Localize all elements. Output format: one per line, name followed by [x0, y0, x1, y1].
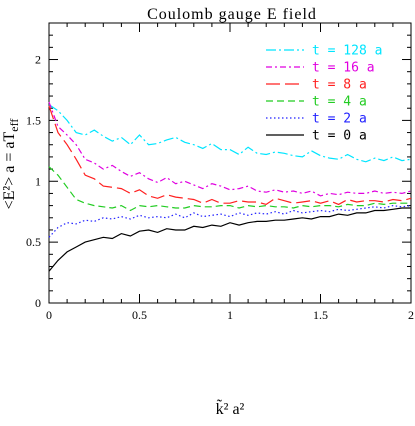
y-ticks: 0 0.5 1 1.5 2: [26, 22, 411, 310]
chart-title: Coulomb gauge E field: [147, 6, 317, 23]
series-line-4: [48, 204, 412, 238]
series-line-3: [48, 166, 411, 212]
series-line-2: [48, 105, 412, 206]
x-tick-label: 0.5: [132, 308, 147, 322]
legend-label-5: t = 0 a: [312, 129, 367, 144]
series-line-5: [48, 207, 411, 272]
x-tick-label: 1.5: [313, 308, 328, 322]
legend-label-3: t = 4 a: [312, 95, 367, 110]
y-axis-label: <E²> a = aTeff: [1, 119, 21, 210]
x-tick-label: 0: [46, 308, 52, 322]
x-tick-label: 1: [227, 308, 233, 322]
x-axis-label: k̃² a²: [216, 399, 245, 418]
y-tick-label: 2: [35, 53, 41, 67]
y-tick-label: 1.5: [26, 113, 41, 127]
legend: t = 128 a t = 16 a t = 8 a t = 4 a t = 2 a t …: [266, 44, 382, 144]
x-tick-label: 2: [408, 308, 414, 322]
legend-label-2: t = 8 a: [312, 78, 367, 93]
legend-label-4: t = 2 a: [312, 112, 367, 127]
legend-label-1: t = 16 a: [312, 61, 375, 76]
y-tick-label: 0.5: [26, 235, 41, 249]
legend-label-0: t = 128 a: [312, 44, 382, 59]
series-line-0: [48, 104, 412, 163]
x-ticks: 0 0.5 1 1.5 2: [46, 23, 414, 322]
y-tick-label: 0: [35, 296, 41, 310]
series-lines: [48, 101, 412, 272]
y-tick-label: 1: [35, 174, 41, 188]
